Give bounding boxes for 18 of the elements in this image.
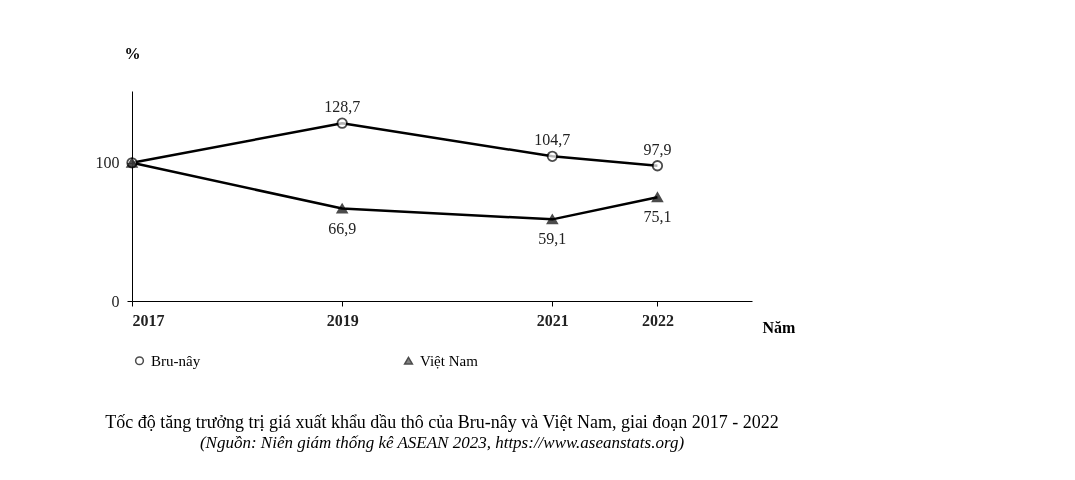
y-axis-title: %: [124, 44, 141, 62]
data-label: 97,9: [643, 140, 672, 158]
data-label: 128,7: [324, 98, 361, 116]
y-tick-label: 100: [95, 154, 120, 172]
data-label: 59,1: [538, 230, 567, 248]
text: (Nguồn: Niên giám thống kê ASEAN 2023, https://www.aseanstats.org): [199, 433, 685, 452]
data-label: 66,9: [328, 219, 357, 237]
x-tick-label: 2022: [641, 311, 674, 329]
x-tick-label: 2021: [536, 311, 569, 329]
y-tick-label: 0: [111, 292, 120, 310]
text: Tốc độ tăng trưởng trị giá xuất khẩu dầu thô của Bru-nây và Việt Nam, giai đoạn 2017 - 2022: [105, 412, 779, 432]
legend-label: Việt Nam: [420, 352, 479, 369]
x-tick-label: 2017: [132, 311, 165, 329]
data-label: 75,1: [643, 208, 672, 226]
legend-label: Bru-nây: [151, 352, 201, 369]
x-axis-title: Năm: [762, 318, 797, 336]
data-label: 104,7: [534, 131, 571, 149]
x-tick-label: 2019: [326, 311, 359, 329]
